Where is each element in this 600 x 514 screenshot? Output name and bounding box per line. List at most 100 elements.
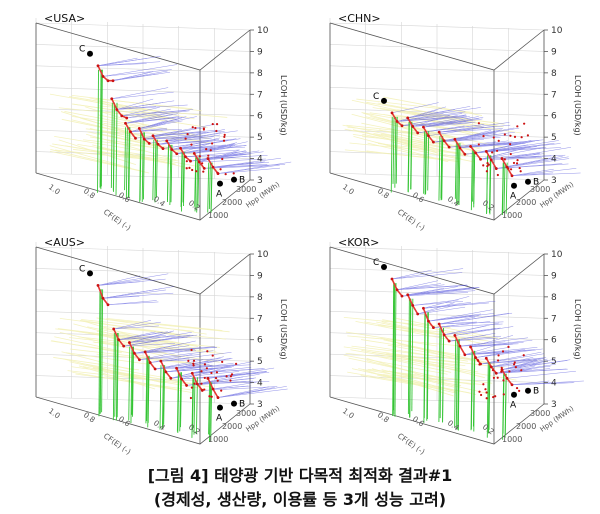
data-point	[458, 146, 462, 150]
data-point	[442, 333, 446, 337]
blue-line	[444, 325, 487, 335]
blue-line	[129, 338, 170, 343]
z-tick-label: 8	[551, 293, 557, 303]
z-axis: 3 4 5 6 7 8 9 10 LCOH (USD/kg)	[250, 250, 288, 410]
blue-line	[401, 292, 469, 297]
blue-line	[412, 116, 470, 127]
yellow-line	[99, 130, 194, 155]
marker-c	[381, 97, 387, 104]
green-lines	[98, 289, 213, 442]
data-point	[400, 124, 404, 128]
frontier-curve	[97, 65, 113, 82]
solution-markers: C A B	[79, 45, 245, 200]
data-point	[518, 389, 521, 393]
z-tick-label: 6	[551, 112, 557, 122]
blue-line	[207, 372, 270, 379]
blue-line	[391, 269, 432, 280]
data-point	[416, 312, 420, 316]
yellow-line	[52, 143, 159, 162]
z-tick-label: 6	[257, 336, 263, 346]
y-tick-label: 1000	[502, 435, 522, 444]
green-stem	[456, 143, 459, 204]
z-tick-label: 8	[257, 69, 263, 79]
data-point	[509, 152, 512, 156]
yellow-lines	[50, 317, 230, 393]
yellow-line	[51, 340, 122, 354]
blue-line	[125, 117, 176, 124]
green-stem	[130, 346, 133, 424]
x-axis: 0.20.40.60.81.0CF(E) (-)	[47, 406, 202, 456]
data-point	[197, 160, 201, 164]
blue-line	[454, 127, 520, 140]
green-stem	[183, 152, 185, 206]
data-point	[175, 366, 178, 370]
data-point	[96, 284, 100, 287]
blue-line	[97, 278, 151, 286]
blue-line	[428, 309, 493, 322]
green-stem	[423, 131, 426, 194]
green-stem	[99, 289, 102, 414]
green-stem	[177, 372, 180, 433]
data-point	[513, 135, 517, 138]
yellow-line	[367, 142, 449, 163]
blue-line	[511, 168, 577, 176]
data-point	[188, 166, 191, 169]
marker-a	[511, 182, 517, 189]
marker-a-label: A	[510, 192, 517, 202]
blue-line	[102, 64, 178, 77]
scatter-points	[390, 111, 529, 178]
blue-line	[197, 377, 256, 385]
green-stem	[139, 132, 142, 202]
green-stem	[128, 127, 131, 198]
yellow-line	[355, 320, 460, 342]
data-point	[205, 148, 208, 151]
data-point	[484, 150, 488, 153]
blue-line	[192, 367, 252, 374]
blue-line	[112, 70, 168, 81]
green-stem	[502, 373, 505, 434]
yellow-line	[392, 353, 505, 369]
blue-line	[506, 370, 576, 379]
data-point	[484, 388, 487, 391]
data-point	[395, 288, 399, 292]
data-point	[169, 376, 173, 380]
x-tick-label: 0.8	[82, 186, 97, 200]
panel-title: <AUS>	[44, 236, 85, 249]
data-point	[427, 319, 430, 323]
green-stem	[195, 377, 198, 435]
x-tick-label: 0.6	[117, 190, 132, 204]
z-axis: 3 4 5 6 7 8 9 10 LCOH (USD/kg)	[544, 26, 582, 186]
green-stem	[208, 162, 211, 209]
marker-c	[87, 50, 93, 57]
y-tick-label: 2000	[516, 198, 536, 207]
data-point	[422, 125, 425, 129]
blue-line	[212, 164, 286, 168]
data-point	[125, 116, 129, 120]
z-tick-label: 4	[257, 379, 263, 389]
data-point	[211, 165, 215, 169]
data-point	[143, 350, 147, 354]
yellow-line	[344, 149, 456, 161]
frontier-curve	[111, 98, 128, 119]
yellow-line	[351, 99, 430, 118]
data-point	[230, 373, 234, 376]
data-point	[147, 141, 151, 145]
y-tick-label: 2000	[222, 198, 242, 207]
blue-line	[134, 345, 190, 354]
blue-line	[423, 118, 480, 128]
green-stem	[470, 150, 473, 211]
blue-line	[412, 120, 458, 127]
data-point	[192, 359, 196, 362]
blue-line	[475, 349, 526, 358]
blue-line	[180, 145, 247, 149]
marker-b-label: B	[239, 176, 245, 186]
data-point	[128, 341, 131, 344]
data-point	[485, 397, 488, 400]
blue-line	[112, 72, 151, 81]
yellow-line	[49, 145, 132, 169]
data-point	[219, 168, 222, 171]
blue-line	[207, 367, 275, 379]
yellow-line	[377, 102, 472, 121]
green-stem	[454, 143, 457, 199]
